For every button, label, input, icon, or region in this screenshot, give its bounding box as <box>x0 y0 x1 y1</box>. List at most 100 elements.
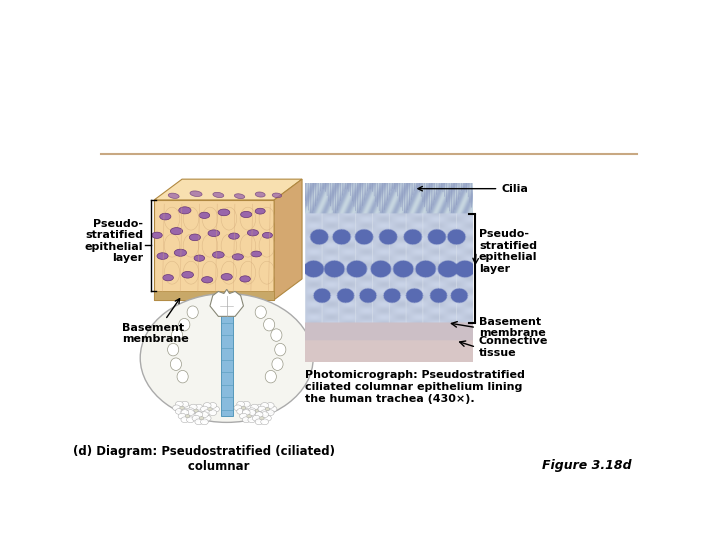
Circle shape <box>195 404 203 410</box>
Circle shape <box>195 411 203 417</box>
Ellipse shape <box>179 319 190 331</box>
Text: Photomicrograph: Pseudostratified
ciliated columnar epithelium lining
the human : Photomicrograph: Pseudostratified ciliat… <box>305 370 525 403</box>
Circle shape <box>255 419 263 425</box>
Circle shape <box>186 410 194 415</box>
Polygon shape <box>154 200 274 300</box>
Ellipse shape <box>181 272 194 278</box>
Polygon shape <box>274 179 302 300</box>
Circle shape <box>240 413 248 419</box>
Circle shape <box>200 411 208 417</box>
Circle shape <box>266 410 274 416</box>
Bar <box>154 291 274 300</box>
Circle shape <box>248 410 256 415</box>
Circle shape <box>248 417 256 423</box>
Circle shape <box>203 403 211 408</box>
Circle shape <box>203 415 211 421</box>
Circle shape <box>189 411 197 417</box>
Ellipse shape <box>255 192 265 197</box>
Ellipse shape <box>199 212 210 219</box>
Circle shape <box>198 408 205 414</box>
Circle shape <box>256 404 264 410</box>
Circle shape <box>173 405 181 411</box>
Ellipse shape <box>251 251 261 257</box>
Ellipse shape <box>202 276 213 283</box>
Circle shape <box>194 409 198 413</box>
Ellipse shape <box>163 274 174 281</box>
Ellipse shape <box>240 211 252 218</box>
Circle shape <box>243 417 250 423</box>
Circle shape <box>237 401 245 407</box>
Circle shape <box>192 415 200 421</box>
Ellipse shape <box>272 193 282 198</box>
Bar <box>220 316 233 416</box>
Circle shape <box>181 410 189 415</box>
Circle shape <box>180 406 184 409</box>
Ellipse shape <box>221 274 233 280</box>
Circle shape <box>255 411 263 417</box>
Text: Connective
tissue: Connective tissue <box>479 336 549 358</box>
Text: Figure 3.18d: Figure 3.18d <box>541 460 631 472</box>
Circle shape <box>178 413 186 419</box>
Polygon shape <box>154 179 302 200</box>
Text: Basement
membrane: Basement membrane <box>122 299 189 344</box>
Text: Cilia: Cilia <box>418 184 528 194</box>
Polygon shape <box>210 289 243 316</box>
Ellipse shape <box>272 358 283 370</box>
Circle shape <box>264 415 271 421</box>
Circle shape <box>237 409 245 414</box>
Circle shape <box>203 410 211 416</box>
Circle shape <box>186 415 190 418</box>
Circle shape <box>181 401 189 407</box>
Circle shape <box>200 406 208 412</box>
Circle shape <box>195 419 203 425</box>
Circle shape <box>258 406 266 412</box>
Circle shape <box>261 403 269 408</box>
Circle shape <box>195 411 203 417</box>
Ellipse shape <box>160 213 171 220</box>
Ellipse shape <box>255 208 265 214</box>
Circle shape <box>256 411 264 417</box>
Ellipse shape <box>187 306 198 319</box>
Circle shape <box>243 409 250 414</box>
Ellipse shape <box>171 227 183 235</box>
Circle shape <box>261 410 269 416</box>
Ellipse shape <box>152 232 162 238</box>
Ellipse shape <box>248 230 258 236</box>
Ellipse shape <box>275 343 286 356</box>
Ellipse shape <box>271 329 282 341</box>
Ellipse shape <box>218 209 230 216</box>
Ellipse shape <box>189 234 200 241</box>
Circle shape <box>186 417 194 423</box>
Ellipse shape <box>235 194 245 199</box>
Ellipse shape <box>265 370 276 383</box>
Circle shape <box>181 417 189 423</box>
Circle shape <box>247 415 251 418</box>
Circle shape <box>209 403 217 408</box>
Circle shape <box>212 406 220 412</box>
Ellipse shape <box>240 276 251 282</box>
Text: Pseudo-
stratified
epithelial
layer: Pseudo- stratified epithelial layer <box>479 229 537 274</box>
Ellipse shape <box>264 319 275 331</box>
Circle shape <box>189 404 197 410</box>
Circle shape <box>253 415 260 421</box>
Text: Pseudo-
stratified
epithelial
layer: Pseudo- stratified epithelial layer <box>84 219 143 264</box>
Text: Basement
membrane: Basement membrane <box>479 317 546 339</box>
Circle shape <box>255 409 260 413</box>
Ellipse shape <box>168 343 179 356</box>
Circle shape <box>251 411 258 417</box>
Circle shape <box>266 403 274 408</box>
Circle shape <box>199 416 204 420</box>
Circle shape <box>243 401 250 407</box>
Ellipse shape <box>177 370 188 383</box>
Circle shape <box>259 408 267 414</box>
Circle shape <box>140 294 313 422</box>
Ellipse shape <box>262 232 272 238</box>
Circle shape <box>260 416 264 420</box>
Circle shape <box>265 407 270 411</box>
Ellipse shape <box>157 253 168 259</box>
Ellipse shape <box>174 249 186 256</box>
Ellipse shape <box>168 193 179 198</box>
Circle shape <box>241 406 246 409</box>
Circle shape <box>176 409 183 414</box>
Circle shape <box>248 408 256 414</box>
